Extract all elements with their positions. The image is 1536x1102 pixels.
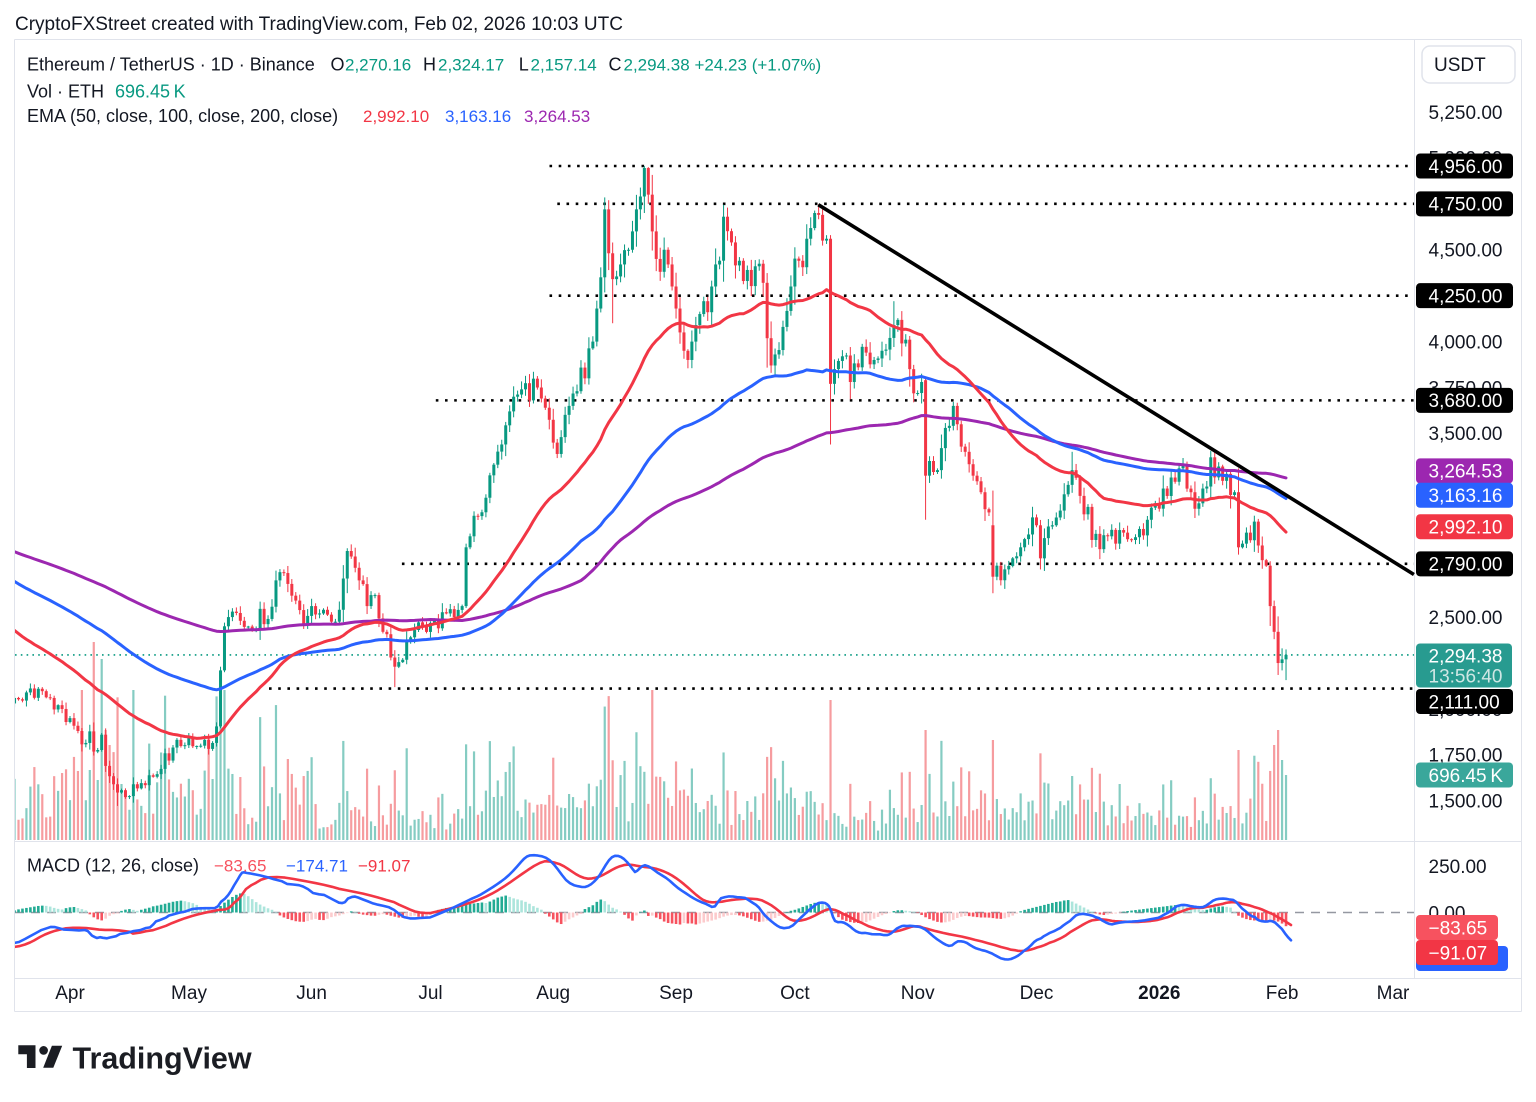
- svg-text:2,790.00: 2,790.00: [1429, 555, 1503, 576]
- svg-text:5,250.00: 5,250.00: [1429, 103, 1503, 124]
- svg-text:2,992.10: 2,992.10: [363, 107, 429, 126]
- svg-text:4,250.00: 4,250.00: [1429, 286, 1503, 307]
- svg-text:H: H: [423, 55, 436, 75]
- svg-text:−174.71: −174.71: [286, 857, 348, 876]
- svg-text:2,500.00: 2,500.00: [1429, 608, 1503, 629]
- svg-text:Jun: Jun: [296, 983, 327, 1004]
- svg-text:1,500.00: 1,500.00: [1429, 792, 1503, 813]
- svg-text:13:56:40: 13:56:40: [1429, 667, 1503, 688]
- svg-text:4,750.00: 4,750.00: [1429, 195, 1503, 216]
- svg-text:3,680.00: 3,680.00: [1429, 391, 1503, 412]
- svg-text:MACD (12, 26, close): MACD (12, 26, close): [27, 856, 199, 876]
- svg-text:2,324.17: 2,324.17: [438, 56, 504, 75]
- svg-text:−91.07: −91.07: [358, 857, 410, 876]
- svg-text:2,992.10: 2,992.10: [1429, 518, 1503, 539]
- svg-text:Mar: Mar: [1377, 983, 1410, 1004]
- svg-text:Jul: Jul: [418, 983, 442, 1004]
- svg-text:+24.23 (+1.07%): +24.23 (+1.07%): [695, 56, 822, 75]
- svg-text:Ethereum / TetherUS · 1D · Bin: Ethereum / TetherUS · 1D · Binance: [27, 55, 315, 75]
- svg-text:3,500.00: 3,500.00: [1429, 424, 1503, 445]
- svg-text:4,500.00: 4,500.00: [1429, 241, 1503, 262]
- svg-text:696.45 K: 696.45 K: [115, 82, 186, 102]
- svg-text:2,270.16: 2,270.16: [345, 56, 411, 75]
- svg-text:2,294.38: 2,294.38: [1429, 647, 1503, 668]
- svg-text:Sep: Sep: [659, 983, 693, 1004]
- svg-text:3,264.53: 3,264.53: [1429, 462, 1503, 483]
- svg-text:1,750.00: 1,750.00: [1429, 746, 1503, 767]
- svg-text:CryptoFXStreet created with Tr: CryptoFXStreet created with TradingView.…: [15, 14, 623, 35]
- svg-text:Vol · ETH: Vol · ETH: [27, 82, 104, 102]
- svg-text:−83.65: −83.65: [1429, 918, 1488, 939]
- svg-text:−83.65: −83.65: [214, 857, 266, 876]
- svg-text:2026: 2026: [1138, 983, 1180, 1004]
- svg-text:3,264.53: 3,264.53: [524, 107, 590, 126]
- svg-text:TradingView: TradingView: [73, 1042, 252, 1076]
- svg-text:4,956.00: 4,956.00: [1429, 157, 1503, 178]
- svg-text:250.00: 250.00: [1429, 857, 1487, 878]
- svg-text:O: O: [331, 55, 345, 75]
- svg-text:Apr: Apr: [55, 983, 85, 1004]
- svg-text:3,163.16: 3,163.16: [445, 107, 511, 126]
- svg-text:Feb: Feb: [1266, 983, 1299, 1004]
- svg-text:L: L: [519, 55, 529, 75]
- svg-text:2,157.14: 2,157.14: [531, 56, 597, 75]
- svg-text:May: May: [171, 983, 207, 1004]
- svg-text:Dec: Dec: [1020, 983, 1054, 1004]
- svg-text:2,294.38: 2,294.38: [624, 56, 690, 75]
- svg-text:Aug: Aug: [536, 983, 570, 1004]
- svg-text:3,163.16: 3,163.16: [1429, 486, 1503, 507]
- svg-text:2,111.00: 2,111.00: [1429, 692, 1500, 713]
- svg-text:EMA (50, close, 100, close, 20: EMA (50, close, 100, close, 200, close): [27, 106, 338, 126]
- svg-text:Nov: Nov: [901, 983, 935, 1004]
- svg-text:C: C: [609, 55, 622, 75]
- svg-text:4,000.00: 4,000.00: [1429, 332, 1503, 353]
- svg-text:−91.07: −91.07: [1429, 943, 1488, 964]
- svg-text:696.45 K: 696.45 K: [1429, 766, 1504, 787]
- svg-text:Oct: Oct: [780, 983, 810, 1004]
- svg-text:USDT: USDT: [1434, 55, 1486, 76]
